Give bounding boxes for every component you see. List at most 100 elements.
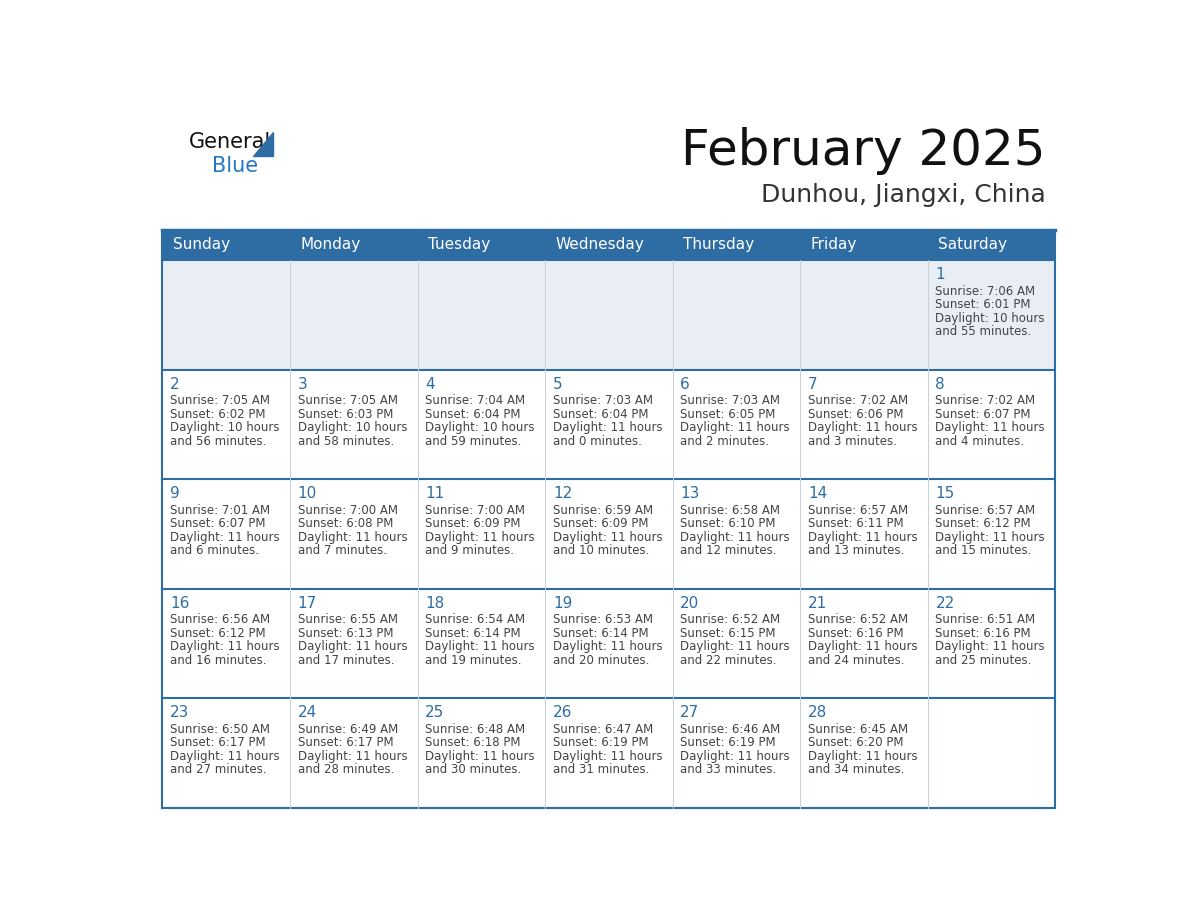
Text: Blue: Blue xyxy=(211,155,258,175)
Bar xyxy=(545,230,672,261)
Text: 25: 25 xyxy=(425,705,444,721)
Bar xyxy=(163,588,1055,699)
Text: Daylight: 11 hours: Daylight: 11 hours xyxy=(170,531,280,543)
Text: Daylight: 11 hours: Daylight: 11 hours xyxy=(808,421,917,434)
Text: Tuesday: Tuesday xyxy=(428,238,489,252)
Text: Dunhou, Jiangxi, China: Dunhou, Jiangxi, China xyxy=(762,183,1045,207)
Text: 9: 9 xyxy=(170,487,179,501)
Text: Daylight: 10 hours: Daylight: 10 hours xyxy=(935,312,1045,325)
Text: Wednesday: Wednesday xyxy=(555,238,644,252)
Text: Sunrise: 7:06 AM: Sunrise: 7:06 AM xyxy=(935,285,1036,298)
Text: Sunrise: 6:49 AM: Sunrise: 6:49 AM xyxy=(298,723,398,736)
Text: Sunset: 6:14 PM: Sunset: 6:14 PM xyxy=(552,627,649,640)
Text: and 16 minutes.: and 16 minutes. xyxy=(170,654,266,666)
Text: and 4 minutes.: and 4 minutes. xyxy=(935,435,1024,448)
Bar xyxy=(417,230,545,261)
Text: Daylight: 10 hours: Daylight: 10 hours xyxy=(425,421,535,434)
Bar xyxy=(163,261,1055,370)
Text: 3: 3 xyxy=(298,376,308,392)
Text: 28: 28 xyxy=(808,705,827,721)
Text: and 10 minutes.: and 10 minutes. xyxy=(552,544,649,557)
Text: Daylight: 10 hours: Daylight: 10 hours xyxy=(170,421,279,434)
Text: Thursday: Thursday xyxy=(683,238,754,252)
Text: 24: 24 xyxy=(298,705,317,721)
Text: Sunrise: 6:58 AM: Sunrise: 6:58 AM xyxy=(681,504,781,517)
Text: General: General xyxy=(189,131,271,151)
Text: and 3 minutes.: and 3 minutes. xyxy=(808,435,897,448)
Text: Daylight: 11 hours: Daylight: 11 hours xyxy=(298,641,407,654)
Text: and 27 minutes.: and 27 minutes. xyxy=(170,764,266,777)
Text: 2: 2 xyxy=(170,376,179,392)
Text: Daylight: 11 hours: Daylight: 11 hours xyxy=(298,531,407,543)
Text: Sunrise: 7:02 AM: Sunrise: 7:02 AM xyxy=(808,395,908,408)
Text: 14: 14 xyxy=(808,487,827,501)
Text: Sunset: 6:18 PM: Sunset: 6:18 PM xyxy=(425,736,520,749)
Text: Sunset: 6:02 PM: Sunset: 6:02 PM xyxy=(170,408,266,421)
Text: Sunset: 6:10 PM: Sunset: 6:10 PM xyxy=(681,518,776,531)
Text: Sunset: 6:06 PM: Sunset: 6:06 PM xyxy=(808,408,903,421)
Bar xyxy=(163,230,290,261)
Text: Sunrise: 7:04 AM: Sunrise: 7:04 AM xyxy=(425,395,525,408)
Text: 27: 27 xyxy=(681,705,700,721)
Text: 18: 18 xyxy=(425,596,444,610)
Text: Daylight: 11 hours: Daylight: 11 hours xyxy=(681,641,790,654)
Text: Sunrise: 7:05 AM: Sunrise: 7:05 AM xyxy=(298,395,398,408)
Polygon shape xyxy=(253,132,273,155)
Text: February 2025: February 2025 xyxy=(682,127,1045,175)
Text: Sunset: 6:11 PM: Sunset: 6:11 PM xyxy=(808,518,904,531)
Text: Sunrise: 6:52 AM: Sunrise: 6:52 AM xyxy=(808,613,908,626)
Text: Sunset: 6:19 PM: Sunset: 6:19 PM xyxy=(552,736,649,749)
Text: Sunset: 6:16 PM: Sunset: 6:16 PM xyxy=(935,627,1031,640)
Text: and 6 minutes.: and 6 minutes. xyxy=(170,544,259,557)
Text: 5: 5 xyxy=(552,376,562,392)
Bar xyxy=(163,370,1055,479)
Bar xyxy=(163,479,1055,588)
Text: Daylight: 11 hours: Daylight: 11 hours xyxy=(808,750,917,763)
Text: and 22 minutes.: and 22 minutes. xyxy=(681,654,777,666)
Text: Sunset: 6:12 PM: Sunset: 6:12 PM xyxy=(170,627,266,640)
Text: Sunrise: 6:46 AM: Sunrise: 6:46 AM xyxy=(681,723,781,736)
Text: 11: 11 xyxy=(425,487,444,501)
Text: Daylight: 11 hours: Daylight: 11 hours xyxy=(170,641,280,654)
Text: 8: 8 xyxy=(935,376,946,392)
Bar xyxy=(801,230,928,261)
Text: Sunrise: 7:00 AM: Sunrise: 7:00 AM xyxy=(425,504,525,517)
Text: Sunset: 6:03 PM: Sunset: 6:03 PM xyxy=(298,408,393,421)
Text: Daylight: 11 hours: Daylight: 11 hours xyxy=(170,750,280,763)
Text: Sunrise: 6:59 AM: Sunrise: 6:59 AM xyxy=(552,504,653,517)
Text: and 28 minutes.: and 28 minutes. xyxy=(298,764,394,777)
Text: Sunset: 6:04 PM: Sunset: 6:04 PM xyxy=(552,408,649,421)
Text: Sunrise: 6:48 AM: Sunrise: 6:48 AM xyxy=(425,723,525,736)
Text: Daylight: 11 hours: Daylight: 11 hours xyxy=(552,531,663,543)
Text: and 13 minutes.: and 13 minutes. xyxy=(808,544,904,557)
Text: Sunset: 6:13 PM: Sunset: 6:13 PM xyxy=(298,627,393,640)
Text: 1: 1 xyxy=(935,267,946,282)
Text: and 2 minutes.: and 2 minutes. xyxy=(681,435,770,448)
Text: Sunrise: 6:45 AM: Sunrise: 6:45 AM xyxy=(808,723,908,736)
Text: and 20 minutes.: and 20 minutes. xyxy=(552,654,649,666)
Text: 22: 22 xyxy=(935,596,955,610)
Text: Daylight: 11 hours: Daylight: 11 hours xyxy=(808,641,917,654)
Bar xyxy=(163,699,1055,808)
Bar xyxy=(672,230,801,261)
Text: Sunset: 6:20 PM: Sunset: 6:20 PM xyxy=(808,736,903,749)
Text: Friday: Friday xyxy=(810,238,857,252)
Text: 21: 21 xyxy=(808,596,827,610)
Text: 19: 19 xyxy=(552,596,573,610)
Text: and 7 minutes.: and 7 minutes. xyxy=(298,544,387,557)
Text: Sunset: 6:16 PM: Sunset: 6:16 PM xyxy=(808,627,904,640)
Text: 13: 13 xyxy=(681,487,700,501)
Text: 6: 6 xyxy=(681,376,690,392)
Text: and 58 minutes.: and 58 minutes. xyxy=(298,435,394,448)
Text: Daylight: 11 hours: Daylight: 11 hours xyxy=(808,531,917,543)
Text: Sunset: 6:17 PM: Sunset: 6:17 PM xyxy=(298,736,393,749)
Text: and 55 minutes.: and 55 minutes. xyxy=(935,325,1031,339)
Text: Daylight: 11 hours: Daylight: 11 hours xyxy=(552,421,663,434)
Text: and 9 minutes.: and 9 minutes. xyxy=(425,544,514,557)
Text: Sunrise: 6:57 AM: Sunrise: 6:57 AM xyxy=(808,504,908,517)
Text: Sunrise: 6:55 AM: Sunrise: 6:55 AM xyxy=(298,613,398,626)
Text: Sunset: 6:07 PM: Sunset: 6:07 PM xyxy=(170,518,266,531)
Text: Daylight: 11 hours: Daylight: 11 hours xyxy=(935,421,1045,434)
Text: Sunrise: 6:56 AM: Sunrise: 6:56 AM xyxy=(170,613,271,626)
Text: Daylight: 10 hours: Daylight: 10 hours xyxy=(298,421,407,434)
